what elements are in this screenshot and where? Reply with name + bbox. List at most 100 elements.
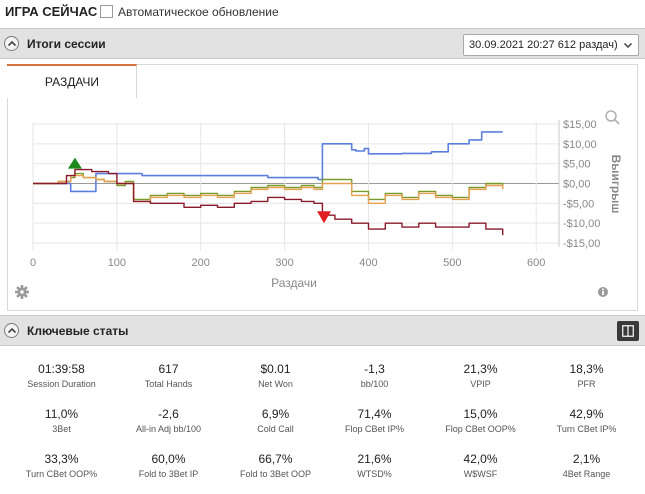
- stat-value: 15,0%: [463, 407, 498, 421]
- stat-item: 21,3% VPIP: [427, 362, 534, 389]
- stat-item: 18,3% PFR: [533, 362, 640, 389]
- stat-label: PFR: [577, 379, 596, 389]
- y-axis-label: Выигрыш: [609, 155, 623, 214]
- y-axis-ticks: $15,00 $10,00 $5,00 $0,00 -$5,00 -$10,00 -$15,…: [563, 119, 600, 250]
- app-title: ИГРА СЕЙЧАС: [5, 4, 98, 19]
- min-marker: [317, 211, 332, 224]
- chevron-down-icon: [623, 42, 633, 49]
- stat-item: 42,9% Turn CBet IP%: [533, 407, 640, 434]
- stat-value: 42,0%: [463, 452, 498, 466]
- stat-value: 617: [158, 362, 179, 376]
- stat-label: Turn CBet OOP%: [25, 469, 98, 479]
- y-tick-label: -$15,00: [563, 238, 600, 250]
- stat-label: Total Hands: [144, 379, 193, 389]
- series-line: [33, 168, 504, 236]
- session-select[interactable]: 30.09.2021 20:27 612 раздач): [463, 34, 639, 56]
- y-tick-label: -$5,00: [563, 198, 594, 210]
- stat-item: 617 Total Hands: [115, 362, 222, 389]
- x-tick-label: 100: [108, 257, 126, 269]
- session-summary-header: Итоги сессии 30.09.2021 20:27 612 раздач…: [0, 28, 645, 59]
- stat-value: -2,6: [158, 407, 179, 421]
- x-axis-label: Раздачи: [271, 276, 317, 290]
- stat-value: 42,9%: [569, 407, 604, 421]
- stat-label: VPIP: [470, 379, 491, 389]
- stat-label: 3Bet: [52, 424, 71, 434]
- series-line: [33, 131, 503, 193]
- stat-item: 21,6% WTSD%: [321, 452, 428, 479]
- stat-value: 71,4%: [357, 407, 392, 421]
- x-axis-ticks: 0 100 200 300 400 500 600: [30, 257, 545, 269]
- y-tick-label: -$10,00: [563, 218, 600, 230]
- x-tick-label: 500: [443, 257, 461, 269]
- info-icon[interactable]: [598, 287, 608, 297]
- key-stats-grid: 01:39:58 Session Duration 617 Total Hands $0…: [0, 350, 645, 494]
- x-tick-label: 300: [275, 257, 293, 269]
- max-marker: [67, 157, 82, 169]
- stat-item: 42,0% W$WSF: [427, 452, 534, 479]
- stat-item: 33,3% Turn CBet OOP%: [8, 452, 115, 479]
- y-tick-label: $10,00: [563, 139, 597, 151]
- stat-item: 71,4% Flop CBet IP%: [321, 407, 428, 434]
- session-summary-title: Итоги сессии: [27, 37, 106, 51]
- stat-item: -1,3 bb/100: [321, 362, 428, 389]
- tab-hands-label: РАЗДАЧИ: [44, 75, 100, 89]
- key-stats-title: Ключевые статы: [27, 324, 129, 338]
- columns-icon: [622, 325, 634, 337]
- stat-value: $0.01: [260, 362, 291, 376]
- stat-label: Fold to 3Bet OOP: [239, 469, 312, 479]
- stat-value: 60,0%: [151, 452, 186, 466]
- stat-item: 60,0% Fold to 3Bet IP: [115, 452, 222, 479]
- stat-label: Flop CBet OOP%: [445, 424, 516, 434]
- stat-item: 15,0% Flop CBet OOP%: [427, 407, 534, 434]
- stat-label: 4Bet Range: [562, 469, 611, 479]
- gear-icon[interactable]: [15, 285, 29, 299]
- stat-value: 01:39:58: [38, 362, 85, 376]
- auto-update-checkbox[interactable]: [100, 5, 113, 18]
- stat-value: 21,3%: [463, 362, 498, 376]
- stat-item: -2,6 All-in Adj bb/100: [115, 407, 222, 434]
- collapse-session-button[interactable]: [4, 36, 19, 51]
- stat-item: $0.01 Net Won: [222, 362, 329, 389]
- winnings-chart: 0 100 200 300 400 500 600 $15,00 $10,00 $5,00 $0,…: [15, 110, 623, 299]
- top-bar: ИГРА СЕЙЧАС Автоматическое обновление: [0, 0, 645, 27]
- stat-label: Fold to 3Bet IP: [138, 469, 199, 479]
- key-stats-header: Ключевые статы: [0, 315, 645, 346]
- collapse-stats-button[interactable]: [4, 323, 19, 338]
- stat-value: 33,3%: [44, 452, 79, 466]
- chevron-up-icon: [7, 327, 17, 334]
- stat-label: Net Won: [258, 379, 293, 389]
- stat-value: 18,3%: [569, 362, 604, 376]
- stat-label: bb/100: [360, 379, 389, 389]
- stat-item: 11,0% 3Bet: [8, 407, 115, 434]
- stat-label: WTSD%: [357, 469, 392, 479]
- stat-value: -1,3: [364, 362, 385, 376]
- tab-hands[interactable]: РАЗДАЧИ: [7, 64, 137, 98]
- stat-label: Session Duration: [27, 379, 96, 389]
- chart-lines: [33, 131, 504, 236]
- y-tick-label: $0,00: [563, 179, 591, 191]
- chart-markers: [67, 157, 332, 224]
- stat-label: Flop CBet IP%: [344, 424, 405, 434]
- auto-update-label[interactable]: Автоматическое обновление: [118, 5, 279, 19]
- stat-item: 66,7% Fold to 3Bet OOP: [222, 452, 329, 479]
- stat-label: Cold Call: [257, 424, 294, 434]
- chevron-up-icon: [7, 40, 17, 47]
- stat-label: All-in Adj bb/100: [135, 424, 202, 434]
- stat-value: 21,6%: [357, 452, 392, 466]
- stat-label: Turn CBet IP%: [556, 424, 617, 434]
- stat-item: 2,1% 4Bet Range: [533, 452, 640, 479]
- stat-value: 6,9%: [261, 407, 290, 421]
- chart-grid: [32, 120, 560, 251]
- stat-label: W$WSF: [463, 469, 498, 479]
- stat-value: 66,7%: [258, 452, 293, 466]
- stat-value: 11,0%: [44, 407, 79, 421]
- x-tick-label: 400: [359, 257, 377, 269]
- y-tick-label: $5,00: [563, 159, 591, 171]
- layout-toggle-button[interactable]: [617, 321, 639, 341]
- x-tick-label: 200: [192, 257, 210, 269]
- stat-value: 2,1%: [572, 452, 601, 466]
- stat-item: 6,9% Cold Call: [222, 407, 329, 434]
- session-select-value: 30.09.2021 20:27 612 раздач): [469, 39, 618, 51]
- magnifier-icon[interactable]: [605, 110, 620, 125]
- x-tick-label: 600: [527, 257, 545, 269]
